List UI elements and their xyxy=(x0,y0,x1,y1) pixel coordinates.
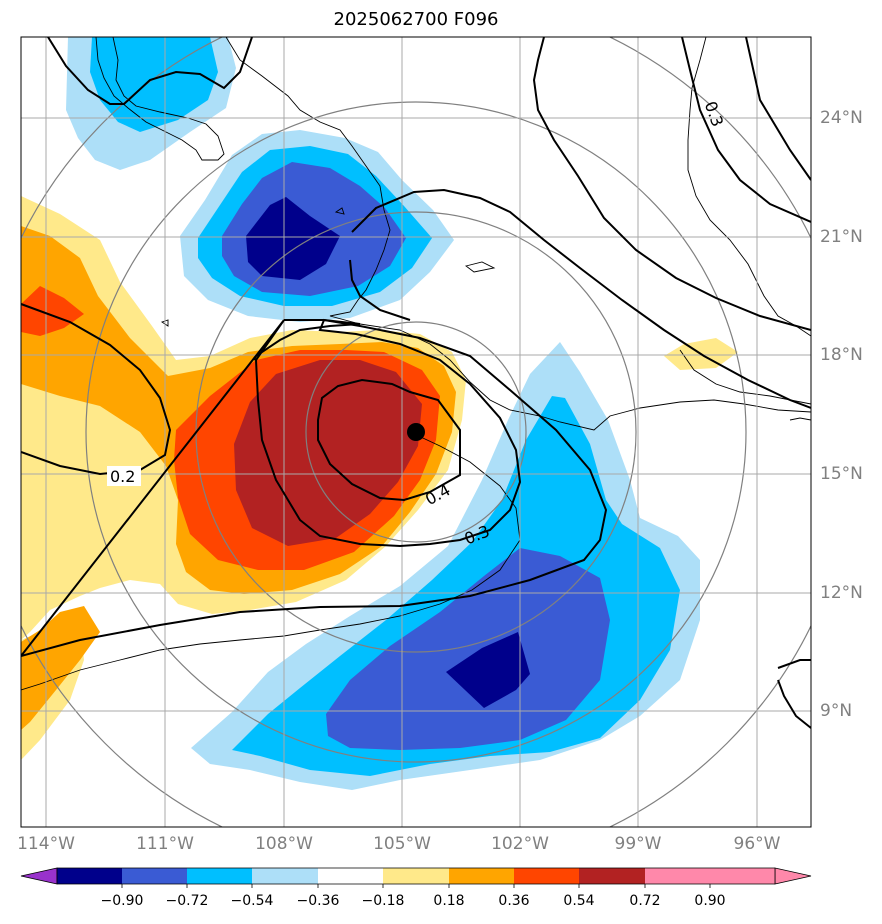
lon-label-108w: 108°W xyxy=(255,834,313,854)
lon-label-114w: 114°W xyxy=(17,834,75,854)
contour-0.3-northeast xyxy=(351,188,811,409)
colorbar-bin-2 xyxy=(122,868,187,884)
lat-label-18n: 18°N xyxy=(820,345,863,365)
lat-label-21n: 21°N xyxy=(820,227,863,247)
lat-label-24n: 24°N xyxy=(820,108,863,128)
colorbar-bin-10 xyxy=(645,868,710,884)
colorbar-bin-5 xyxy=(318,868,383,884)
cuba-edge xyxy=(789,417,811,421)
colorbar-tick-label: 0.72 xyxy=(629,893,661,909)
map-title: 2025062700 F096 xyxy=(333,9,499,30)
contour-0.3-main xyxy=(21,318,608,658)
colorbar-tick-label: 0.54 xyxy=(563,893,595,909)
island-1 xyxy=(464,261,496,273)
lon-label-96w: 96°W xyxy=(733,834,781,854)
colorbar-bin-9 xyxy=(579,868,645,884)
range-ring-1 xyxy=(305,321,527,543)
colorbar xyxy=(20,867,812,888)
colorbar-tick-label: −0.18 xyxy=(361,893,405,909)
contour-0.4 xyxy=(317,378,461,502)
colorbar-bin-4 xyxy=(252,868,318,884)
pos-anomaly-extreme xyxy=(234,360,422,546)
contour-0.3-inner xyxy=(349,259,411,321)
gulf-coast xyxy=(687,37,811,337)
colorbar-bin-7 xyxy=(449,868,514,884)
contour-0.3-east xyxy=(532,37,811,331)
graticule xyxy=(21,37,811,827)
colorbar-tick-label: 0.90 xyxy=(694,893,726,909)
neg-anomaly-se-extreme xyxy=(446,632,530,708)
east-coastline xyxy=(679,349,811,405)
contour-east-2 xyxy=(745,37,811,181)
pos-anomaly-west-core xyxy=(21,286,84,336)
contour-southeast-corner xyxy=(777,659,811,729)
neg-anomaly-n-extreme xyxy=(246,197,340,280)
colorbar-tick-label: 0.18 xyxy=(433,893,465,909)
colorbar-tick-label: −0.90 xyxy=(100,893,144,909)
contour-0.2-north xyxy=(47,37,253,105)
lon-label-105w: 105°W xyxy=(373,834,431,854)
colorbar-bin-8 xyxy=(514,868,579,884)
colorbar-bin-3 xyxy=(187,868,252,884)
contour-label-0.2: 0.2 xyxy=(110,467,135,486)
colorbar-bin-6 xyxy=(383,868,449,884)
island-2 xyxy=(334,207,345,215)
contour-0.2-west xyxy=(21,303,172,476)
colorbar-tick-label: −0.54 xyxy=(230,893,274,909)
neg-anomaly-se-strong xyxy=(326,548,610,750)
contour-0.3-ring xyxy=(253,319,361,361)
plot-frame xyxy=(20,36,812,828)
colorbar-extend-high xyxy=(774,867,812,885)
range-ring-3 xyxy=(85,101,747,763)
lon-label-99w: 99°W xyxy=(614,834,662,854)
storm-center-marker xyxy=(407,423,425,441)
colorbar-tick-label: −0.36 xyxy=(296,893,340,909)
lat-label-15n: 15°N xyxy=(820,464,863,484)
contours xyxy=(21,37,811,729)
colorbar-tick-label: −0.72 xyxy=(165,893,209,909)
lat-label-12n: 12°N xyxy=(820,583,863,603)
shaded-field xyxy=(21,37,738,790)
colorbar-extend-low xyxy=(20,867,58,885)
lon-label-111w: 111°W xyxy=(136,834,194,854)
mainland-west-coast xyxy=(225,37,811,431)
lat-label-9n: 9°N xyxy=(820,701,853,721)
colorbar-tick-label: 0.36 xyxy=(498,893,530,909)
neg-anomaly-nw-mid xyxy=(90,37,218,132)
lon-label-102w: 102°W xyxy=(491,834,549,854)
pos-anomaly-sw-lobe-mid xyxy=(21,606,100,730)
contour-0.3-ne-arc xyxy=(681,37,811,223)
colorbar-bin-1 xyxy=(57,868,122,884)
southern-coast xyxy=(21,431,521,691)
